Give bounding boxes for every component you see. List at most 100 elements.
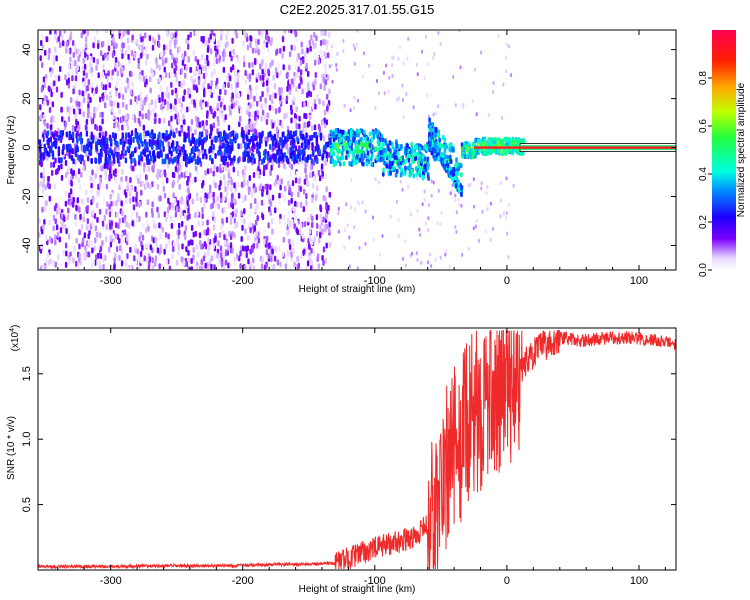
spectrogram-cell bbox=[319, 232, 322, 239]
spectrogram-cell bbox=[65, 250, 68, 257]
spectrogram-cell bbox=[348, 264, 351, 269]
spectrogram-cell bbox=[43, 264, 47, 270]
spectrogram-cell bbox=[449, 154, 452, 160]
spectrogram-cell bbox=[116, 141, 119, 148]
spectrogram-cell bbox=[264, 67, 267, 74]
spectrogram-cell bbox=[349, 133, 353, 139]
spectrogram-cell bbox=[226, 184, 230, 191]
spectrogram-cell bbox=[205, 129, 208, 136]
spectrogram-cell bbox=[72, 52, 75, 58]
spectrogram-cell bbox=[234, 88, 238, 95]
spectrogram-cell bbox=[139, 257, 143, 264]
spectrogram-cell bbox=[126, 179, 130, 186]
spectrogram-cell bbox=[121, 217, 125, 224]
spectrogram-cell bbox=[510, 73, 513, 78]
spectrogram-cell bbox=[272, 153, 275, 160]
spectrogram-cell bbox=[429, 124, 432, 130]
spectrogram-cell bbox=[151, 150, 155, 157]
spectrogram-cell bbox=[149, 87, 152, 94]
spectrogram-cell bbox=[268, 144, 272, 150]
spectrogram-cell bbox=[353, 225, 356, 230]
spectrogram-cell bbox=[55, 55, 58, 62]
spectrogram-cell bbox=[389, 214, 392, 219]
spectrogram-cell bbox=[277, 118, 280, 125]
spectrogram-cell bbox=[92, 57, 96, 63]
spectrogram-cell bbox=[279, 261, 282, 268]
spectrogram-cell bbox=[173, 156, 177, 163]
spectrogram-cell bbox=[138, 159, 141, 166]
spectrogram-cell bbox=[508, 137, 512, 143]
spectrogram-cell bbox=[339, 161, 342, 167]
spectrogram-cell bbox=[270, 218, 274, 225]
spectrogram-cell bbox=[294, 30, 297, 36]
spectrogram-cell bbox=[96, 252, 100, 259]
spectrogram-cell bbox=[256, 215, 259, 222]
spectrogram-cell bbox=[216, 166, 219, 173]
spectrogram-cell bbox=[54, 234, 57, 241]
spectrogram-cell bbox=[502, 211, 505, 216]
spectrogram-cell bbox=[255, 230, 258, 237]
spectrogram-cell bbox=[74, 126, 77, 132]
spectrogram-cell bbox=[418, 146, 422, 152]
spectrogram-cell bbox=[351, 151, 355, 156]
spectrogram-cell bbox=[196, 59, 200, 66]
spectrogram-cell bbox=[158, 97, 161, 104]
spectrogram-cell bbox=[293, 155, 297, 162]
spectrogram-cell bbox=[199, 100, 202, 107]
spectrogram-cell bbox=[90, 118, 94, 125]
snr-ytick-label: 0.5 bbox=[21, 497, 33, 512]
spectrogram-cell bbox=[307, 139, 310, 146]
spectrogram-cell bbox=[512, 183, 515, 188]
spectrogram-cell bbox=[314, 131, 318, 138]
spectrogram-cell bbox=[336, 143, 339, 149]
spectrogram-cell bbox=[41, 206, 44, 213]
spectrogram-cell bbox=[205, 119, 208, 126]
spectrogram-cell bbox=[454, 183, 458, 189]
spectrogram-cell bbox=[274, 207, 277, 214]
spectrogram-cell bbox=[224, 165, 228, 171]
spectrogram-cell bbox=[329, 140, 332, 145]
spectrogram-cell bbox=[186, 106, 189, 113]
spectrogram-cell bbox=[111, 132, 115, 139]
spectrogram-cell bbox=[323, 84, 326, 91]
spectrogram-cell bbox=[426, 62, 429, 67]
spectrogram-cell bbox=[415, 171, 419, 177]
spectrogram-cell bbox=[129, 246, 132, 253]
spectrogram-cell bbox=[172, 104, 176, 111]
spectrogram-cell bbox=[79, 259, 82, 266]
spectrogram-cell bbox=[301, 154, 305, 161]
spectrogram-cell bbox=[405, 263, 407, 268]
spectrogram-cell bbox=[137, 138, 140, 145]
spectrogram-cell bbox=[185, 246, 188, 253]
spectrogram-cell bbox=[99, 264, 102, 270]
spectrogram-cell bbox=[279, 136, 282, 143]
spectrogram-cell bbox=[507, 254, 510, 259]
spectrogram-cell bbox=[320, 55, 324, 62]
spectrogram-cell bbox=[522, 138, 526, 144]
spectrogram-cell bbox=[299, 202, 303, 209]
spectrogram-cell bbox=[354, 207, 356, 212]
spectrogram-cell bbox=[134, 128, 137, 134]
spectrogram-cell bbox=[374, 106, 377, 111]
spectrogram-cell bbox=[212, 179, 215, 186]
spectrogram-cell bbox=[238, 58, 241, 64]
spectrogram-cell bbox=[90, 187, 93, 194]
spectrogram-cell bbox=[129, 153, 132, 160]
spectrogram-cell bbox=[428, 147, 431, 153]
spectrogram-cell bbox=[290, 197, 293, 204]
spectrogram-cell bbox=[108, 175, 111, 182]
spectrogram-cell bbox=[273, 83, 277, 90]
spectrogram-cell bbox=[394, 149, 398, 155]
spectrogram-cell bbox=[247, 258, 250, 265]
spectrogram-cell bbox=[85, 206, 88, 213]
spectrogram-cell bbox=[216, 196, 219, 202]
spectrogram-cell bbox=[183, 212, 187, 219]
spectrogram-cell bbox=[165, 31, 169, 37]
spectrogram-cell bbox=[68, 153, 71, 159]
spectrogram-cell bbox=[256, 93, 259, 99]
spectrogram-cell bbox=[363, 51, 365, 56]
spectrogram-cell bbox=[385, 63, 388, 68]
spectrogram-cell bbox=[39, 247, 43, 254]
spectrogram-cell bbox=[117, 77, 120, 84]
spectrogram-cell bbox=[205, 153, 208, 160]
